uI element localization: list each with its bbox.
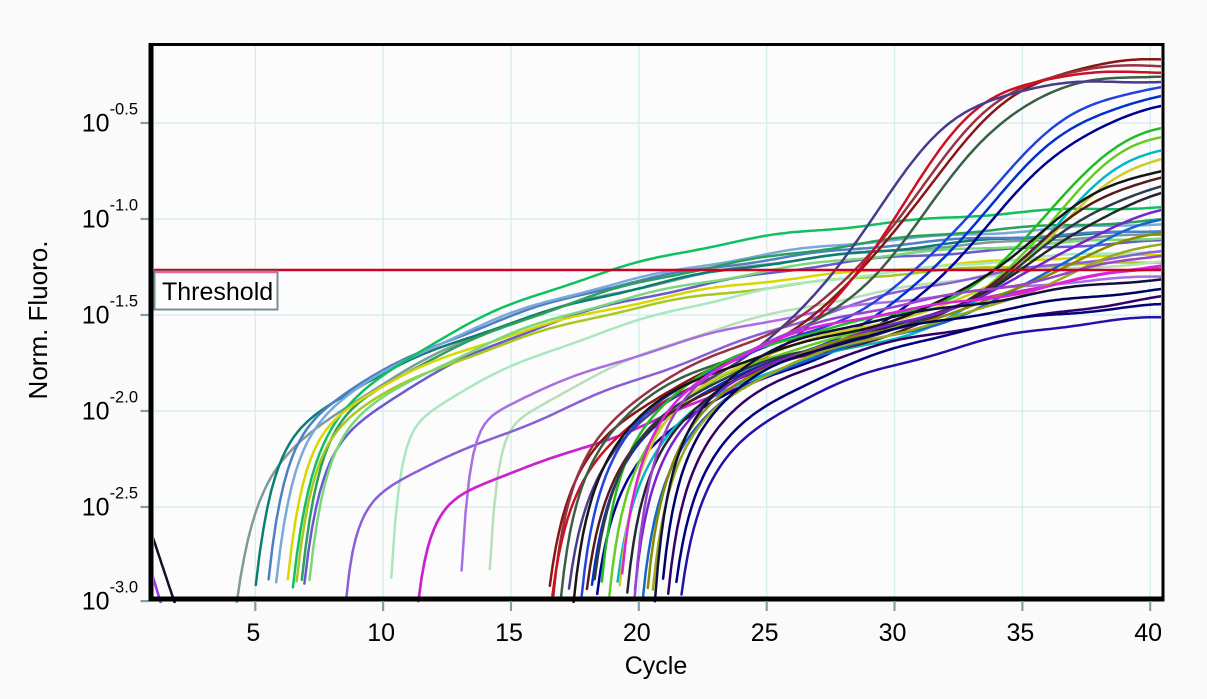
svg-text:Threshold: Threshold [162, 278, 273, 306]
svg-text:25: 25 [751, 619, 779, 647]
svg-text:15: 15 [495, 619, 523, 647]
svg-text:5: 5 [246, 619, 260, 647]
svg-text:35: 35 [1006, 619, 1034, 647]
svg-text:40: 40 [1134, 619, 1162, 647]
svg-text:20: 20 [623, 619, 651, 647]
svg-text:Norm. Fluoro.: Norm. Fluoro. [23, 241, 53, 400]
svg-text:30: 30 [879, 619, 907, 647]
svg-text:Cycle: Cycle [625, 652, 688, 680]
svg-text:10: 10 [367, 619, 395, 647]
